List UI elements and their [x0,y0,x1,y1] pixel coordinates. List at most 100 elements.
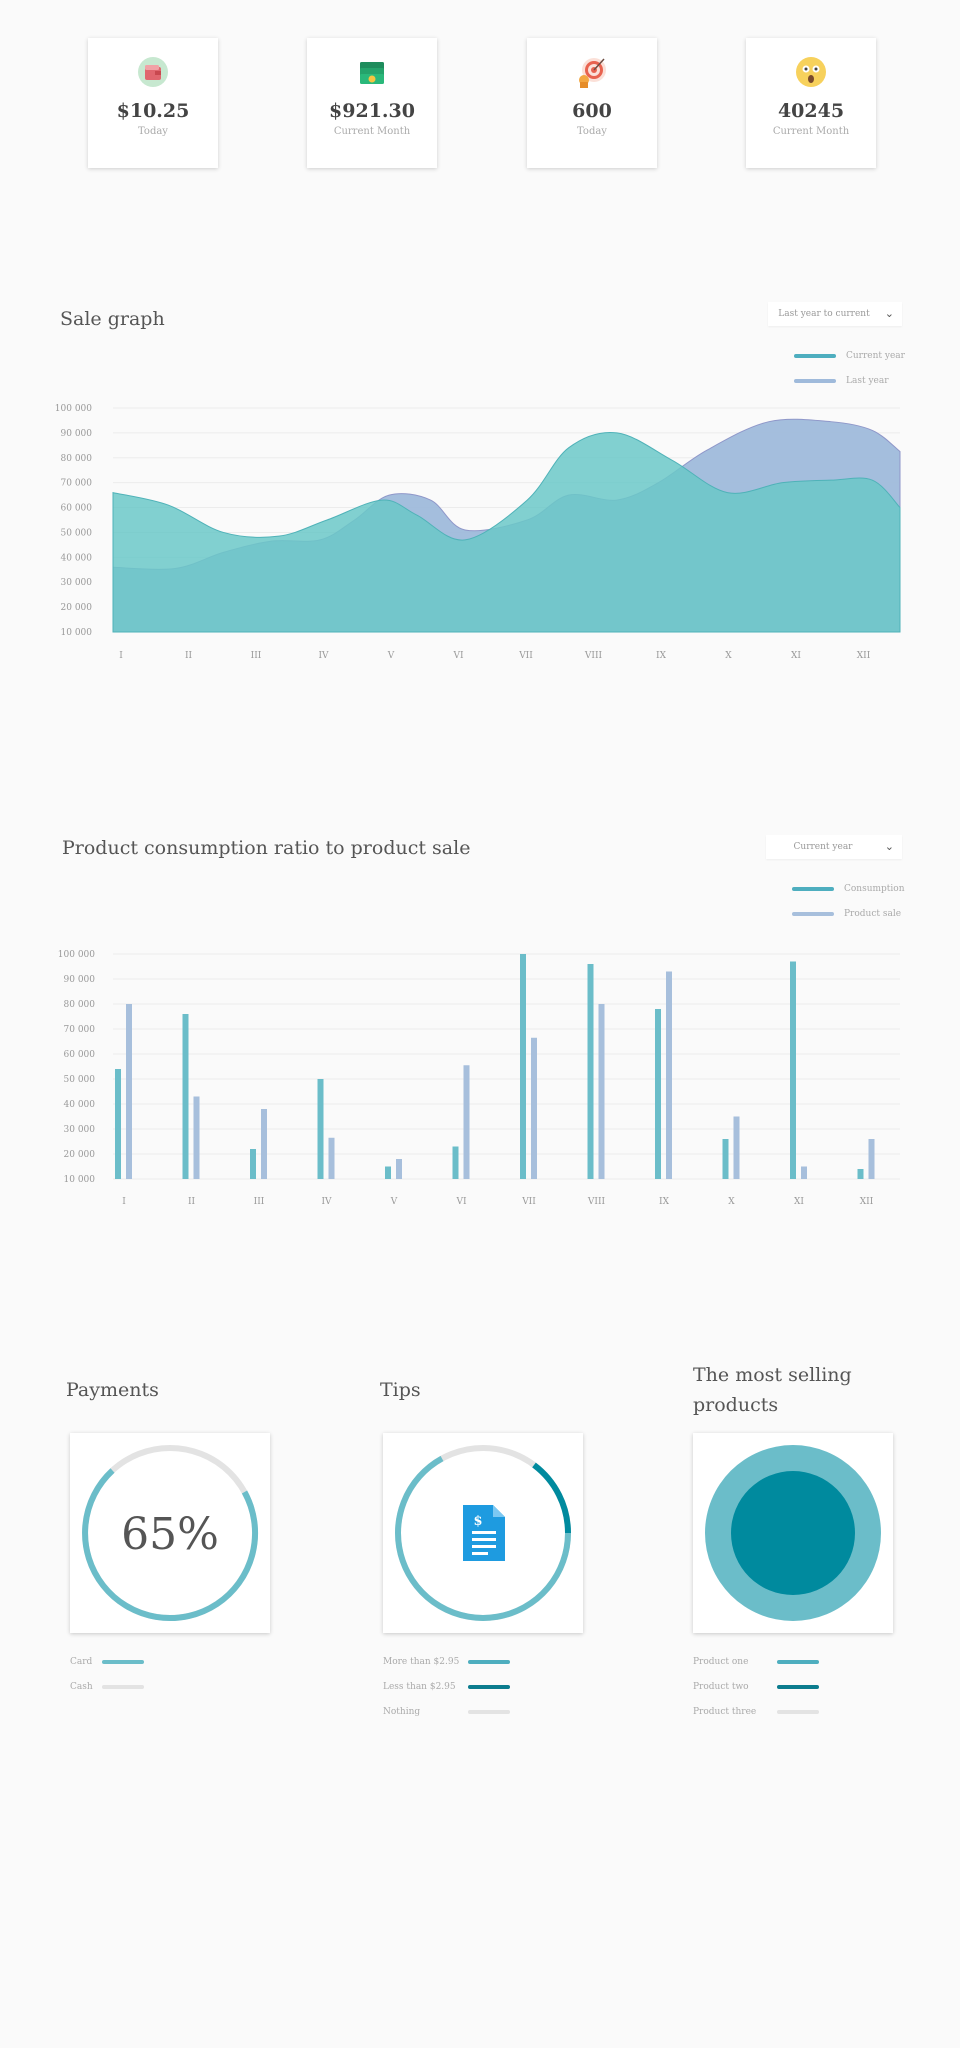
x-tick-label: X [728,1197,735,1204]
tips-title: Tips [380,1379,421,1401]
tips-panel: $ [383,1433,583,1633]
bar-product-sale [126,1004,132,1179]
y-tick-label: 50 000 [64,1075,96,1085]
bar-product-sale [733,1116,740,1179]
card-share-arc [82,1468,259,1622]
legend-swatch [794,354,836,358]
y-tick-label: 100 000 [58,950,95,960]
stat-label: Current Month [772,126,850,137]
stat-value: 600 [572,100,612,122]
best-selling-legend-three: Product three [693,1706,819,1718]
x-tick-label: IX [659,1197,670,1204]
invoice-icon: $ [463,1505,505,1561]
legend-swatch [792,887,834,891]
period-select-value: Current year [793,842,853,852]
tips-legend-nothing: Nothing [383,1706,510,1718]
legend-swatch [794,379,836,383]
legend-label: Current year [846,351,905,361]
x-tick-label: XII [857,651,871,660]
target-icon [579,58,606,88]
stat-label: Current Month [333,126,411,137]
payments-donut: 65% [82,1445,259,1622]
y-tick-label: 90 000 [61,429,93,439]
sale-graph-period-select[interactable]: Last year to current ⌄ [768,302,902,326]
best-selling-legend-one: Product one [693,1656,819,1668]
bar-consumption [790,961,796,1179]
payments-legend-cash: Cash [70,1681,144,1693]
legend-swatch [792,912,834,916]
x-tick-label: V [387,651,395,660]
stat-value: 40245 [777,100,845,122]
legend-swatch [777,1710,819,1714]
sale-graph-title: Sale graph [60,308,165,330]
legend-swatch [468,1660,510,1664]
consumption-title: Product consumption ratio to product sal… [62,837,471,859]
x-tick-label: XII [860,1197,874,1204]
y-tick-label: 30 000 [64,1125,96,1135]
svg-text:$: $ [473,1514,482,1529]
y-tick-label: 40 000 [61,553,93,563]
y-tick-label: 80 000 [64,1000,96,1010]
bar-consumption [520,954,526,1179]
y-tick-label: 40 000 [64,1100,96,1110]
x-tick-label: VIII [587,1197,606,1204]
bar-consumption [182,1014,189,1179]
bar-consumption [452,1146,459,1179]
consumption-period-select[interactable]: Current year ⌄ [766,835,902,859]
bar-product-sale [666,971,672,1179]
x-tick-label: IV [321,1197,332,1204]
y-tick-label: 80 000 [61,454,93,464]
x-tick-label: X [725,651,732,660]
y-tick-label: 30 000 [61,578,93,588]
x-tick-label: IX [656,651,667,660]
stat-card: 600 Today [527,38,657,168]
legend-label: Product sale [844,909,902,919]
legend-swatch [468,1710,510,1714]
legend-swatch [102,1660,144,1664]
bar-product-sale [598,1004,605,1179]
y-tick-label: 10 000 [61,628,93,638]
x-tick-label: VII [521,1197,536,1204]
stat-value: $921.30 [329,100,415,122]
y-tick-label: 100 000 [55,404,92,414]
legend-label: Consumption [844,884,905,894]
payments-percent: 65% [121,1509,219,1560]
sale-area-chart: 100 000 90 000 80 000 70 000 60 000 50 000 40 … [55,404,901,660]
x-tick-label: XI [791,651,801,660]
y-tick-label: 50 000 [61,528,93,538]
payments-legend-card: Card [70,1656,144,1668]
legend-swatch [468,1685,510,1689]
stat-card: $10.25 Today [88,38,218,168]
y-tick-label: 70 000 [64,1025,96,1035]
y-tick-label: 20 000 [64,1150,96,1160]
stat-card: 40245 Current Month [746,38,876,168]
series-area-current-year [112,431,901,633]
bar-consumption [250,1149,256,1179]
best-selling-donut [705,1445,881,1621]
chevron-down-icon: ⌄ [884,307,894,320]
chevron-down-icon: ⌄ [884,840,894,853]
stat-label: Today [577,126,607,137]
bar-consumption [317,1079,324,1179]
bar-consumption [722,1139,729,1179]
best-selling-legend-two: Product two [693,1681,819,1693]
x-tick-label: II [185,651,193,660]
y-tick-label: 60 000 [61,504,93,514]
x-tick-label: III [254,1197,265,1204]
y-tick-label: 90 000 [64,975,96,985]
bar-product-sale [396,1159,402,1179]
period-select-value: Last year to current [778,309,870,319]
legend-swatch [102,1685,144,1689]
x-tick-label: XI [794,1197,804,1204]
x-tick-label: IV [318,651,329,660]
x-tick-label: III [251,651,262,660]
bar-product-sale [531,1037,537,1179]
x-tick-label: II [188,1197,196,1204]
tips-legend-less: Less than $2.95 [383,1681,510,1693]
bar-product-sale [193,1096,200,1179]
y-tick-label: 20 000 [61,603,93,613]
tips-legend-more: More than $2.95 [383,1656,510,1668]
y-tick-label: 60 000 [64,1050,96,1060]
best-selling-panel [693,1433,893,1633]
stat-value: $10.25 [116,100,190,122]
